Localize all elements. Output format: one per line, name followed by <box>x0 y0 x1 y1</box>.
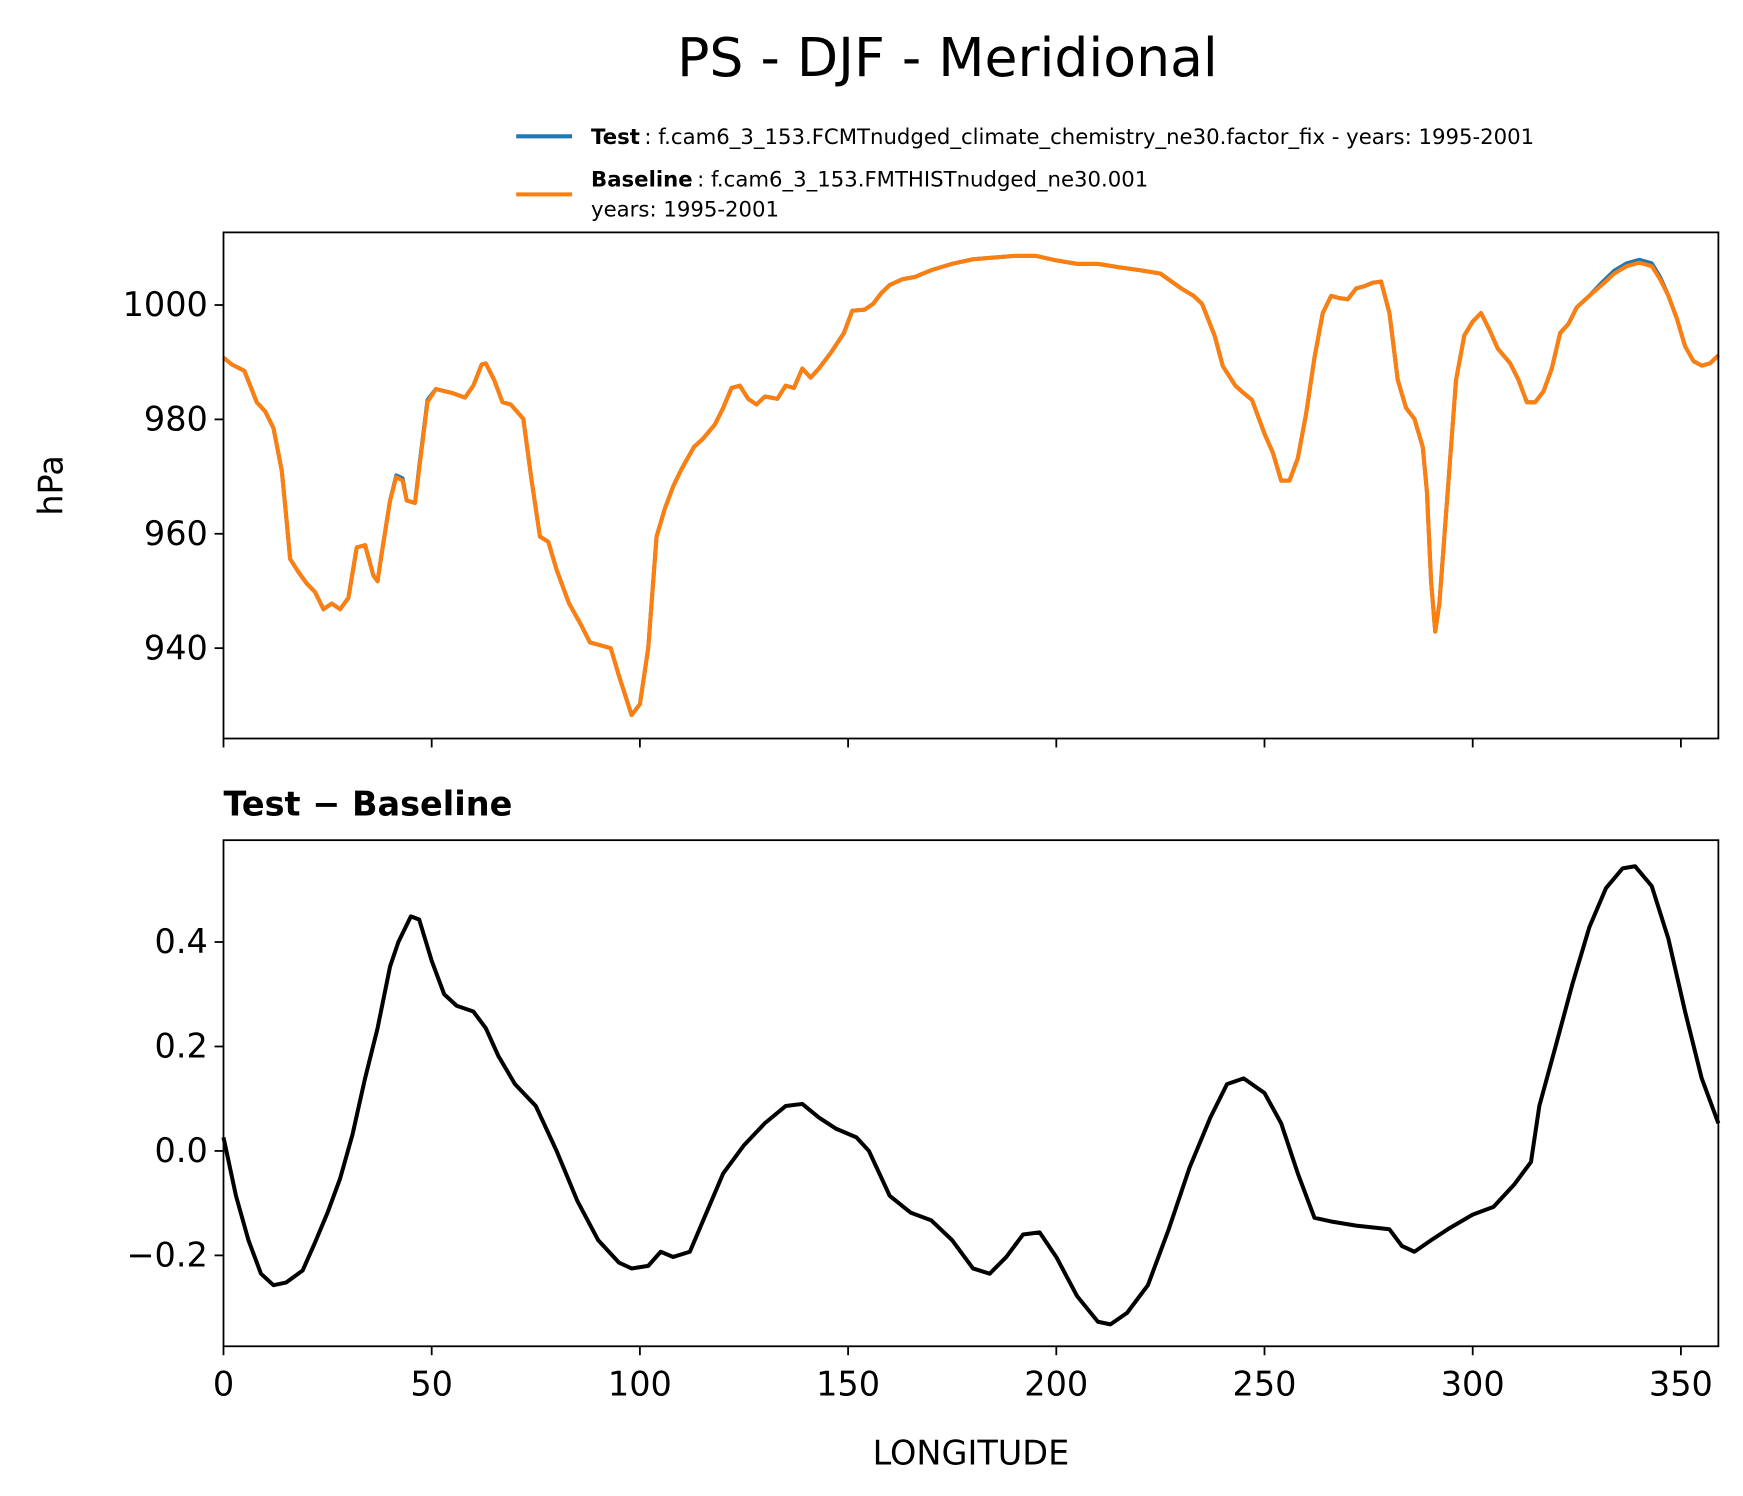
x-tick-label: 250 <box>1233 1364 1297 1403</box>
x-tick-label: 350 <box>1649 1364 1713 1403</box>
y-axis-label: hPa <box>32 455 71 515</box>
series-line <box>222 253 1720 718</box>
legend-name: Test <box>591 125 640 150</box>
y-tick-label: 1000 <box>123 285 208 324</box>
legend-name: Baseline <box>591 168 693 193</box>
legend-entry: Baseline: f.cam6_3_153.FMTHISTnudged_ne3… <box>591 168 1148 223</box>
y-tick-label: 940 <box>144 628 208 667</box>
x-tick-label: 200 <box>1024 1364 1088 1403</box>
x-tick-label: 150 <box>816 1364 880 1403</box>
y-tick-label: 980 <box>144 400 208 439</box>
legend-description: : f.cam6_3_153.FMTHISTnudged_ne30.001 <box>697 168 1148 193</box>
axes-frame <box>222 839 1720 1348</box>
x-tick-label: 50 <box>410 1364 453 1403</box>
legend-entry: Test: f.cam6_3_153.FCMTnudged_climate_ch… <box>591 125 1534 150</box>
axes-title: Test − Baseline <box>223 785 512 824</box>
figure-title: PS - DJF - Meridional <box>677 26 1218 89</box>
x-tick-label: 300 <box>1441 1364 1505 1403</box>
legend-description: : f.cam6_3_153.FCMTnudged_climate_chemis… <box>644 125 1534 150</box>
y-tick-label: −0.2 <box>126 1236 207 1275</box>
series-line <box>222 253 1720 718</box>
y-tick-label: 0.0 <box>155 1131 208 1170</box>
y-tick-label: 0.2 <box>155 1027 208 1066</box>
series-line <box>221 864 1721 1327</box>
legend-description: years: 1995-2001 <box>591 198 779 223</box>
y-tick-label: 960 <box>144 514 208 553</box>
x-tick-label: 100 <box>608 1364 672 1403</box>
axes-frame <box>222 231 1720 740</box>
y-tick-label: 0.4 <box>155 922 208 961</box>
x-tick-label: 0 <box>213 1364 234 1403</box>
x-axis-label: LONGITUDE <box>873 1434 1070 1473</box>
